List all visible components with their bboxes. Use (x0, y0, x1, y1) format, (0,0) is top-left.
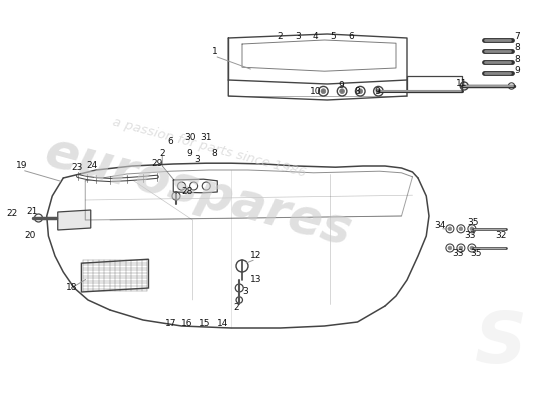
Text: 2: 2 (278, 32, 283, 41)
Text: a passion for parts since 1986: a passion for parts since 1986 (111, 116, 307, 180)
Text: 2: 2 (160, 150, 165, 158)
Text: 10: 10 (310, 87, 321, 96)
Text: 7: 7 (514, 32, 520, 41)
Text: 24: 24 (87, 162, 98, 170)
Text: 8: 8 (212, 150, 217, 158)
Text: 15: 15 (199, 320, 210, 328)
Circle shape (376, 89, 381, 94)
Circle shape (448, 246, 452, 250)
Text: eurospares: eurospares (39, 128, 357, 256)
Text: 5: 5 (331, 32, 336, 41)
Circle shape (358, 89, 362, 94)
Text: 8: 8 (355, 87, 360, 96)
Text: 28: 28 (182, 188, 192, 196)
Polygon shape (58, 210, 91, 230)
Text: 19: 19 (16, 162, 28, 170)
Circle shape (459, 227, 463, 231)
Text: 16: 16 (182, 320, 192, 328)
Text: 6: 6 (168, 138, 173, 146)
Text: 9: 9 (374, 87, 379, 96)
Text: 29: 29 (151, 160, 162, 168)
Text: 31: 31 (201, 134, 212, 142)
Text: 14: 14 (217, 320, 228, 328)
Text: 11: 11 (456, 80, 468, 88)
Text: 2: 2 (234, 304, 239, 312)
Text: 33: 33 (465, 232, 476, 240)
Text: 9: 9 (187, 150, 192, 158)
Text: 1: 1 (212, 48, 217, 56)
Text: 35: 35 (468, 218, 478, 226)
Text: 20: 20 (25, 232, 36, 240)
Text: 3: 3 (295, 32, 301, 41)
Circle shape (459, 246, 463, 250)
Circle shape (448, 227, 452, 231)
Circle shape (321, 89, 326, 94)
Text: 22: 22 (7, 210, 18, 218)
Text: 12: 12 (250, 252, 261, 260)
Circle shape (340, 89, 344, 94)
Text: 34: 34 (434, 222, 446, 230)
Circle shape (470, 227, 474, 231)
Text: S: S (475, 310, 526, 378)
Text: 6: 6 (348, 32, 354, 41)
Text: 9: 9 (514, 66, 520, 75)
Text: 4: 4 (313, 32, 318, 41)
Circle shape (470, 246, 474, 250)
Text: 23: 23 (72, 164, 82, 172)
Text: 17: 17 (165, 320, 176, 328)
Text: 3: 3 (242, 288, 248, 296)
Text: 8: 8 (514, 55, 520, 64)
Text: 21: 21 (26, 208, 37, 216)
Text: 13: 13 (250, 276, 261, 284)
Text: 8: 8 (514, 44, 520, 52)
Text: 3: 3 (194, 156, 200, 164)
Text: 35: 35 (470, 250, 481, 258)
Text: 18: 18 (66, 284, 77, 292)
Text: 9: 9 (338, 82, 344, 90)
Text: 33: 33 (452, 250, 463, 258)
Text: 32: 32 (495, 232, 506, 240)
Text: 30: 30 (184, 134, 195, 142)
